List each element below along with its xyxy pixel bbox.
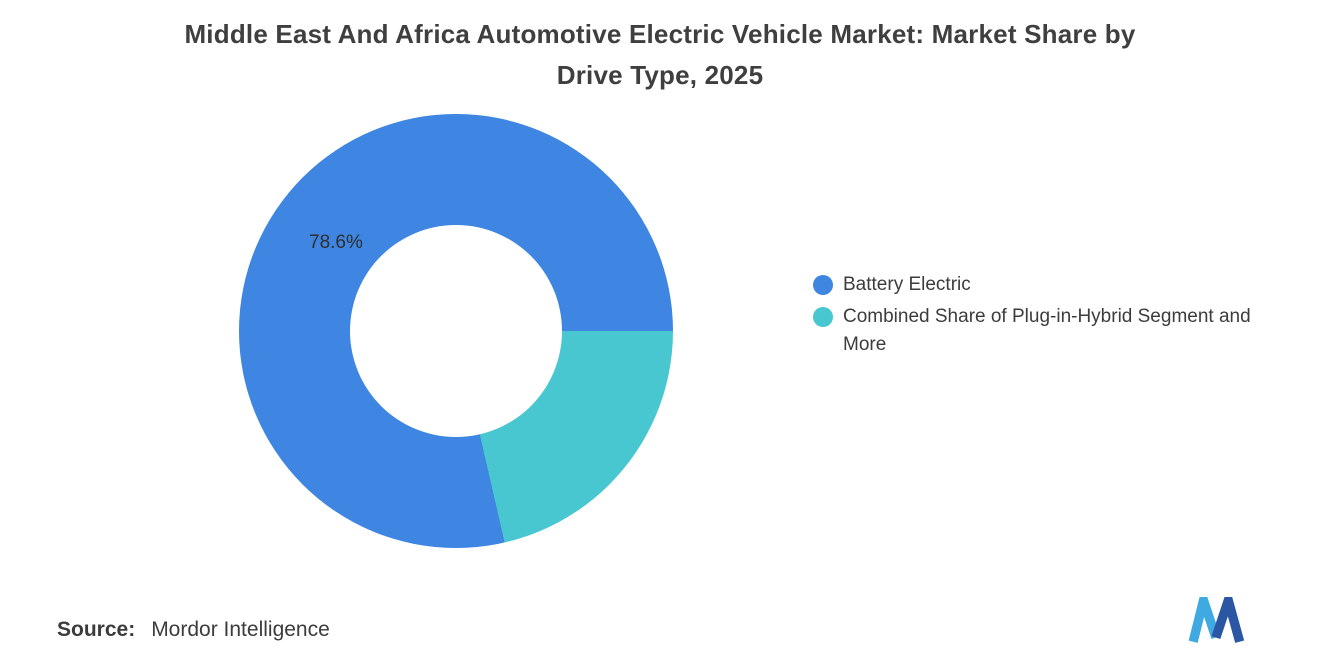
legend-label-plug-in-hybrid: Combined Share of Plug-in-Hybrid Segment… bbox=[843, 306, 1251, 355]
chart-legend: Battery Electric Combined Share of Plug-… bbox=[813, 271, 1291, 363]
legend-item-plug-in-hybrid: Combined Share of Plug-in-Hybrid Segment… bbox=[813, 303, 1291, 359]
source-row: Source: Mordor Intelligence bbox=[57, 618, 330, 642]
slice-data-label-battery-electric: 78.6% bbox=[309, 232, 363, 253]
legend-swatch-plug-in-hybrid bbox=[813, 307, 833, 327]
source-value: Mordor Intelligence bbox=[151, 618, 330, 641]
chart-title-line1: Middle East And Africa Automotive Electr… bbox=[184, 19, 1136, 49]
source-label: Source: bbox=[57, 618, 136, 641]
legend-label-battery-electric: Battery Electric bbox=[843, 274, 971, 295]
chart-title: Middle East And Africa Automotive Electr… bbox=[0, 14, 1320, 96]
donut-chart: 78.6% bbox=[239, 114, 673, 548]
donut-hole bbox=[350, 225, 562, 437]
legend-item-battery-electric: Battery Electric bbox=[813, 271, 1291, 299]
chart-title-line2: Drive Type, 2025 bbox=[556, 60, 764, 90]
legend-swatch-battery-electric bbox=[813, 275, 833, 295]
mordor-intelligence-logo bbox=[1188, 597, 1245, 643]
